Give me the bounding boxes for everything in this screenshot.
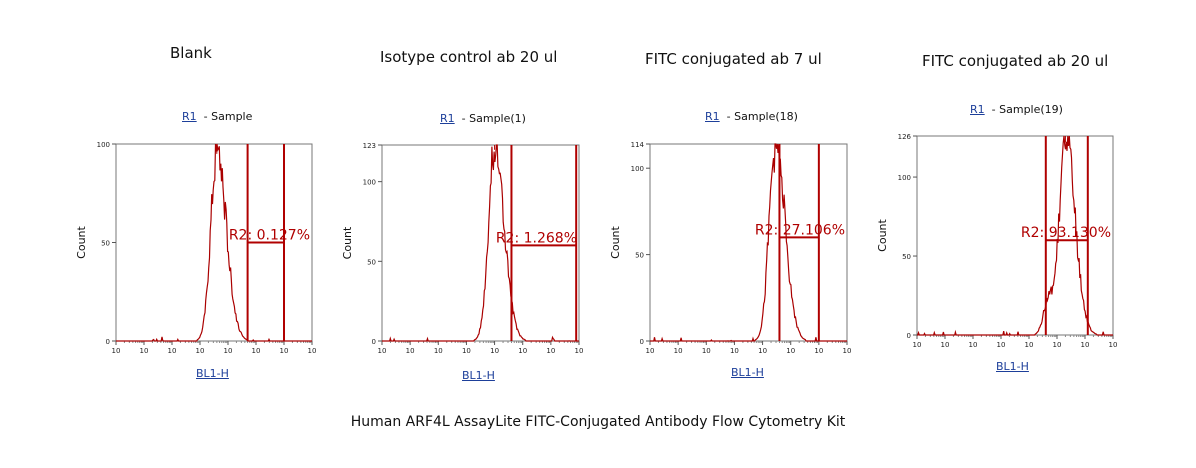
- histogram-curve: [382, 144, 579, 342]
- r1-link[interactable]: R1: [440, 112, 455, 125]
- histogram-panel-3: 0 50 100 114 Count 10 10 10 10 10 10 10 10 R2: 27.106…: [609, 141, 851, 355]
- panel-subtitle-4: R1 - Sample(19): [970, 103, 1063, 116]
- panel-subtitle-1: R1 - Sample: [182, 110, 252, 123]
- plot-frame: [381, 144, 580, 342]
- x-tick-label: 10: [1053, 341, 1062, 349]
- y-tick-label: 50: [101, 240, 110, 248]
- x-tick-label: 10: [462, 347, 471, 355]
- y-tick-label: 100: [363, 179, 376, 187]
- x-tick-label: 10: [646, 347, 655, 355]
- x-tick-label: 10: [434, 347, 443, 355]
- gate-percent-label: R2: 1.268%: [496, 230, 577, 246]
- x-tick-label: 10: [280, 347, 289, 355]
- x-axis-label-1[interactable]: BL1-H: [196, 367, 229, 380]
- panel-title-4: FITC conjugated ab 20 ul: [922, 52, 1109, 70]
- y-axis-label: Count: [876, 218, 889, 251]
- y-tick-label: 0: [907, 332, 911, 340]
- sample-label: - Sample(19): [988, 103, 1063, 116]
- gate-percent-label: R2: 27.106%: [755, 222, 845, 238]
- sample-label: - Sample(18): [723, 110, 798, 123]
- panel-title-3: FITC conjugated ab 7 ul: [645, 50, 822, 68]
- panel-title-2: Isotype control ab 20 ul: [380, 48, 558, 66]
- y-tick-label: 126: [898, 133, 912, 141]
- histogram-curve: [116, 143, 312, 342]
- plot-frame: [649, 143, 848, 342]
- x-tick-label: 10: [969, 341, 978, 349]
- x-axis-label-3[interactable]: BL1-H: [731, 366, 764, 379]
- x-tick-label: 10: [702, 347, 711, 355]
- x-tick-label: 10: [913, 341, 922, 349]
- y-tick-label: 0: [640, 338, 644, 346]
- x-tick-label: 10: [843, 347, 852, 355]
- x-tick-label: 10: [224, 347, 233, 355]
- x-tick-label: 10: [814, 347, 823, 355]
- x-tick-label: 10: [196, 347, 205, 355]
- x-tick-label: 10: [546, 347, 555, 355]
- x-tick-label: 10: [308, 347, 317, 355]
- x-tick-label: 10: [1109, 341, 1118, 349]
- x-tick-label: 10: [730, 347, 739, 355]
- y-tick-label: 100: [631, 165, 644, 173]
- x-tick-label: 10: [1025, 341, 1034, 349]
- y-axis-label: Count: [341, 226, 354, 259]
- sample-label: - Sample(1): [458, 112, 526, 125]
- y-tick-label: 50: [367, 258, 376, 266]
- x-tick-label: 10: [140, 347, 149, 355]
- y-tick-label: 50: [902, 253, 911, 261]
- x-tick-label: 10: [786, 347, 795, 355]
- x-tick-label: 10: [941, 341, 950, 349]
- y-tick-label: 100: [898, 174, 911, 182]
- sample-label: - Sample: [200, 110, 253, 123]
- histogram-panel-4: 0 50 100 126 Count 10 10 10 10 10 10 10 10 R2: 93.130…: [876, 133, 1117, 349]
- x-tick-label: 10: [758, 347, 767, 355]
- x-tick-label: 10: [378, 347, 387, 355]
- r1-link[interactable]: R1: [182, 110, 197, 123]
- x-tick-label: 10: [490, 347, 499, 355]
- r1-link[interactable]: R1: [970, 103, 985, 116]
- y-axis-label: Count: [75, 225, 88, 258]
- y-axis-label: Count: [609, 225, 622, 258]
- x-tick-label: 10: [518, 347, 527, 355]
- r1-link[interactable]: R1: [705, 110, 720, 123]
- panel-title-1: Blank: [170, 44, 212, 62]
- x-tick-label: 10: [168, 347, 177, 355]
- x-tick-label: 10: [674, 347, 683, 355]
- y-tick-label: 0: [106, 338, 110, 346]
- x-tick-label: 10: [997, 341, 1006, 349]
- histogram-panel-2: 0 50 100 123 Count 10 10 10 10 10 10 10 10 R2: 1.268%: [341, 142, 583, 355]
- gate-percent-label: R2: 93.130%: [1021, 225, 1111, 241]
- x-axis-label-4[interactable]: BL1-H: [996, 360, 1029, 373]
- panel-subtitle-3: R1 - Sample(18): [705, 110, 798, 123]
- gate-percent-label: R2: 0.127%: [229, 228, 310, 244]
- histogram-curve: [650, 143, 847, 342]
- x-axis-label-2[interactable]: BL1-H: [462, 369, 495, 382]
- x-tick-label: 10: [252, 347, 261, 355]
- y-tick-label: 100: [97, 141, 110, 149]
- x-tick-label: 10: [1081, 341, 1090, 349]
- y-tick-label: 0: [372, 338, 376, 346]
- x-tick-label: 10: [112, 347, 121, 355]
- histogram-curve: [917, 135, 1113, 336]
- figure-caption: Human ARF4L AssayLite FITC-Conjugated An…: [350, 414, 846, 430]
- y-tick-label: 123: [363, 142, 376, 150]
- x-tick-label: 10: [575, 347, 584, 355]
- y-tick-label: 50: [635, 252, 644, 260]
- x-tick-label: 10: [406, 347, 415, 355]
- histogram-panel-1: 0 50 100 Count 10 10 10 10 10 10 10 10 R2: 0.127%: [75, 141, 316, 355]
- panel-subtitle-2: R1 - Sample(1): [440, 112, 526, 125]
- y-tick-label: 114: [631, 141, 645, 149]
